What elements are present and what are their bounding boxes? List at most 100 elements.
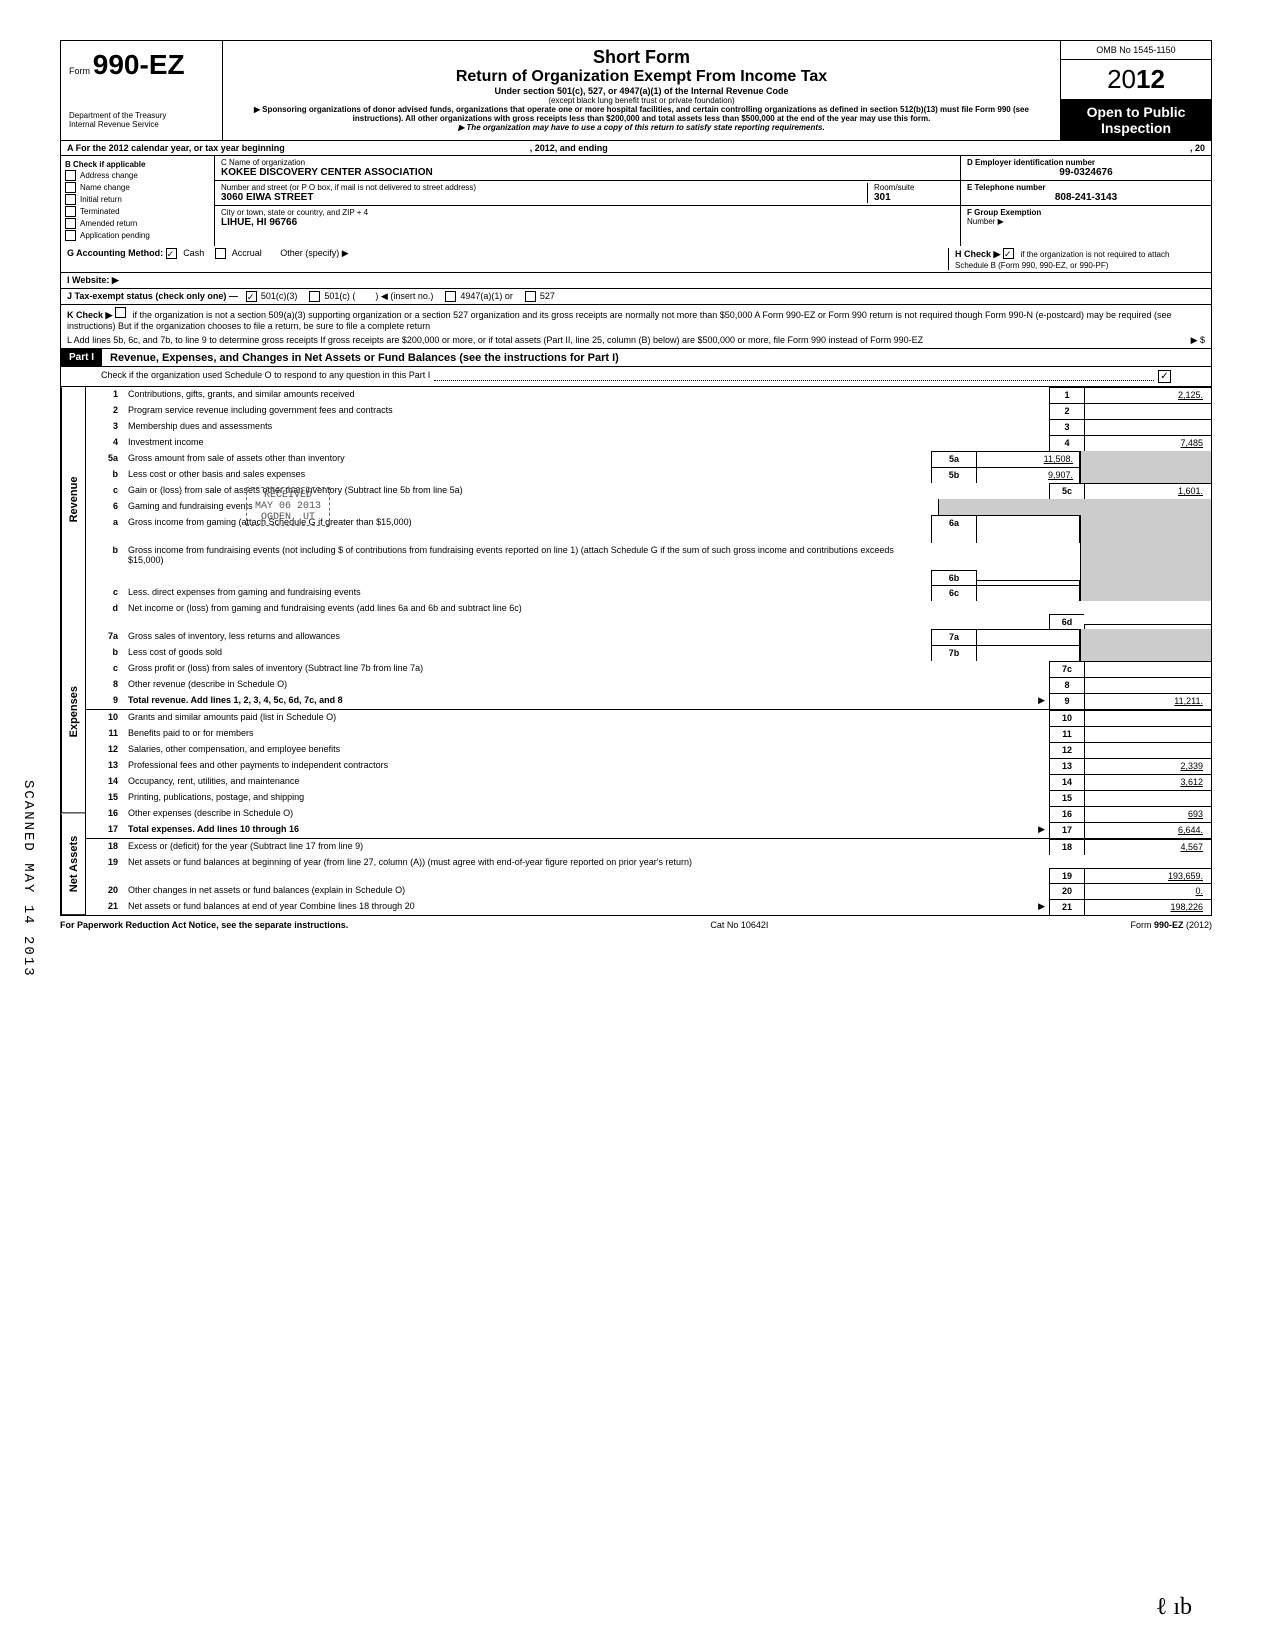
h-checkbox[interactable]: ✓	[1003, 248, 1014, 259]
check-address[interactable]: Address change	[65, 170, 210, 181]
dept-irs: Internal Revenue Service	[69, 120, 214, 129]
check-name[interactable]: Name change	[65, 182, 210, 193]
line-8-value	[1084, 677, 1211, 693]
line-6c-value	[977, 585, 1080, 601]
line-5c-value: 1,601.	[1084, 483, 1211, 499]
sub2: (except black lung benefit trust or priv…	[233, 96, 1050, 105]
j-label: J Tax-exempt status (check only one) —	[67, 291, 238, 302]
part1-header-row: Part I Revenue, Expenses, and Changes in…	[60, 349, 1212, 367]
ein-value: 99-0324676	[967, 167, 1205, 178]
schedule-o-check-row: Check if the organization used Schedule …	[60, 367, 1212, 387]
line-9-value: 11,211.	[1084, 693, 1211, 709]
line-13: 13 Professional fees and other payments …	[86, 758, 1211, 774]
footer: For Paperwork Reduction Act Notice, see …	[60, 916, 1212, 934]
j-501c3-checkbox[interactable]: ✓	[246, 291, 257, 302]
line-19: 19 Net assets or fund balances at beginn…	[86, 855, 1211, 883]
section-b: B Check if applicable Address change Nam…	[60, 156, 1212, 246]
j-527-checkbox[interactable]	[525, 291, 536, 302]
scanned-stamp: SCANNED MAY 14 2013	[20, 780, 36, 978]
line-7a: 7a Gross sales of inventory, less return…	[86, 629, 1211, 645]
right-header: OMB No 1545-1150 2012 Open to Public Ins…	[1060, 41, 1211, 140]
street-address: 3060 EIWA STREET	[221, 192, 867, 203]
line-5b: b Less cost or other basis and sales exp…	[86, 467, 1211, 483]
part1-title: Revenue, Expenses, and Changes in Net As…	[102, 352, 619, 364]
schedule-o-text: Check if the organization used Schedule …	[101, 370, 430, 383]
line-5b-value: 9,907.	[977, 467, 1080, 483]
org-name-row: C Name of organization KOKEE DISCOVERY C…	[215, 156, 960, 181]
j-501c-checkbox[interactable]	[309, 291, 320, 302]
form-number-box: Form 990-EZ Department of the Treasury I…	[61, 41, 223, 140]
line-8: 8 Other revenue (describe in Schedule O)…	[86, 677, 1211, 693]
line-10-value	[1084, 710, 1211, 726]
c-label: C Name of organization	[221, 158, 954, 167]
accrual-checkbox[interactable]	[215, 248, 226, 259]
org-name: KOKEE DISCOVERY CENTER ASSOCIATION	[221, 167, 954, 178]
row-k: K Check ▶ if the organization is not a s…	[60, 305, 1212, 333]
city-row: City or town, state or country, and ZIP …	[215, 206, 960, 230]
line-7c: c Gross profit or (loss) from sales of i…	[86, 661, 1211, 677]
line-20-value: 0.	[1084, 883, 1211, 899]
line-21-value: 198,226	[1084, 899, 1211, 915]
line-5a: 5a Gross amount from sale of assets othe…	[86, 451, 1211, 467]
row-a-mid: , 2012, and ending	[530, 143, 608, 153]
group-exemption-cell: F Group Exemption Number ▶	[961, 206, 1211, 228]
room-label: Room/suite	[874, 183, 954, 192]
line-11-value	[1084, 726, 1211, 742]
expenses-side-label: Expenses	[61, 612, 86, 813]
check-terminated[interactable]: Terminated	[65, 206, 210, 217]
main-title: Return of Organization Exempt From Incom…	[233, 68, 1050, 86]
line-6d: d Net income or (loss) from gaming and f…	[86, 601, 1211, 629]
h-label: H Check ▶	[955, 249, 1000, 259]
received-stamp: RECEIVED MAY 06 2013 OGDEN, UT	[246, 487, 330, 526]
line-14: 14 Occupancy, rent, utilities, and maint…	[86, 774, 1211, 790]
j-4947-checkbox[interactable]	[445, 291, 456, 302]
line-1-value: 2,125.	[1084, 387, 1211, 403]
row-j: J Tax-exempt status (check only one) — ✓…	[60, 289, 1212, 305]
line-12-value	[1084, 742, 1211, 758]
f-label: F Group Exemption	[967, 208, 1041, 217]
footer-left: For Paperwork Reduction Act Notice, see …	[60, 920, 348, 930]
subtitle: Under section 501(c), 527, or 4947(a)(1)…	[233, 86, 1050, 96]
row-g: G Accounting Method: ✓ Cash Accrual Othe…	[60, 246, 1212, 273]
handwritten-note: ℓ ıb	[1156, 1594, 1192, 1621]
short-form-title: Short Form	[233, 47, 1050, 68]
check-pending[interactable]: Application pending	[65, 230, 210, 241]
part1-label: Part I	[61, 349, 102, 366]
footer-cat: Cat No 10642I	[710, 920, 768, 930]
row-l: L Add lines 5b, 6c, and 7b, to line 9 to…	[60, 333, 1212, 349]
line-4: 4 Investment income 4 7,485	[86, 435, 1211, 451]
f-label2: Number ▶	[967, 217, 1004, 226]
line-18: 18 Excess or (deficit) for the year (Sub…	[86, 839, 1211, 855]
line-6b: b Gross income from fundraising events (…	[86, 543, 1211, 585]
e-label: E Telephone number	[967, 183, 1046, 192]
line-13-value: 2,339	[1084, 758, 1211, 774]
lines-container: Revenue Expenses Net Assets 1 Contributi…	[60, 387, 1212, 915]
netassets-side-label: Net Assets	[61, 814, 86, 915]
check-amended[interactable]: Amended return	[65, 218, 210, 229]
line-4-value: 7,485	[1084, 435, 1211, 451]
g-label: G Accounting Method:	[67, 248, 163, 258]
line-21: 21 Net assets or fund balances at end of…	[86, 899, 1211, 915]
k-checkbox[interactable]	[115, 307, 126, 318]
line-17-value: 6,644.	[1084, 822, 1211, 838]
line-5a-value: 11,508.	[977, 451, 1080, 467]
line-12: 12 Salaries, other compensation, and emp…	[86, 742, 1211, 758]
form-label: Form	[69, 66, 90, 76]
cash-checkbox[interactable]: ✓	[166, 248, 177, 259]
line-10: 10 Grants and similar amounts paid (list…	[86, 710, 1211, 726]
line-2-value	[1084, 403, 1211, 419]
line-17: 17 Total expenses. Add lines 10 through …	[86, 822, 1211, 839]
sub3: Sponsoring organizations of donor advise…	[233, 105, 1050, 123]
l-arrow: ▶ $	[1191, 335, 1205, 345]
tax-year: 2012	[1061, 60, 1211, 100]
line-15-value	[1084, 790, 1211, 806]
other-specify: Other (specify) ▶	[280, 248, 348, 258]
line-16-value: 693	[1084, 806, 1211, 822]
row-a: A For the 2012 calendar year, or tax yea…	[60, 140, 1212, 156]
schedule-o-checkbox[interactable]: ✓	[1158, 370, 1171, 383]
d-label: D Employer identification number	[967, 158, 1095, 167]
check-initial[interactable]: Initial return	[65, 194, 210, 205]
city-label: City or town, state or country, and ZIP …	[221, 208, 954, 217]
room-number: 301	[874, 192, 954, 203]
addr-label: Number and street (or P O box, if mail i…	[221, 183, 867, 192]
